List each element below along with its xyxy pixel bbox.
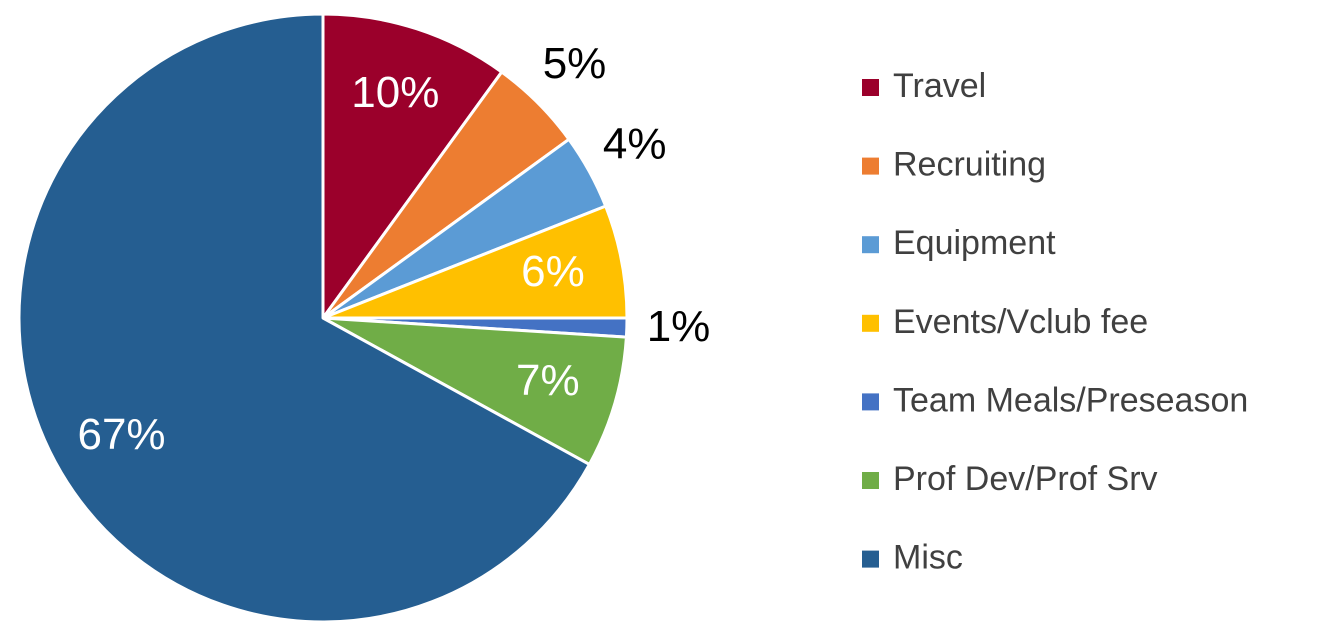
slice-label: 4% xyxy=(603,119,667,168)
legend-label: Equipment xyxy=(893,224,1056,262)
slice-label: 5% xyxy=(543,39,607,88)
legend-swatch xyxy=(862,157,879,175)
pie-slice xyxy=(17,12,591,621)
legend-swatch xyxy=(862,472,879,489)
pie-slice xyxy=(321,316,628,466)
legend-label: Recruiting xyxy=(893,146,1046,184)
legend-swatch xyxy=(862,236,879,254)
legend-swatch xyxy=(862,314,879,332)
legend-swatch xyxy=(862,550,879,568)
slice-label: 67% xyxy=(77,410,165,459)
slice-label: 6% xyxy=(521,247,585,296)
slice-label: 1% xyxy=(647,302,711,351)
pie-slice xyxy=(321,12,504,320)
slice-label: 10% xyxy=(351,68,439,117)
legend-label: Team Meals/Preseason xyxy=(893,381,1248,419)
legend-label: Travel xyxy=(893,67,986,105)
legend-label: Events/Vclub fee xyxy=(893,303,1148,341)
legend-label: Misc xyxy=(893,539,963,577)
slice-label: 7% xyxy=(516,356,580,405)
legend-label: Prof Dev/Prof Srv xyxy=(893,460,1158,498)
legend-swatch xyxy=(862,79,879,96)
legend-swatch xyxy=(862,393,879,411)
